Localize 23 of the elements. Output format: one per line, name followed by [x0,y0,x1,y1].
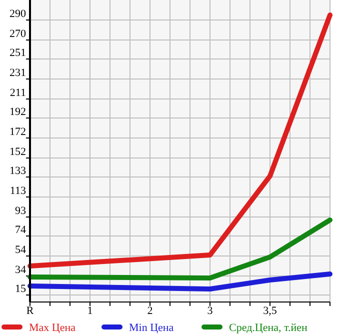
x-tick-label: 2 [147,305,153,317]
y-tick-label: 270 [10,28,26,40]
y-tick-label: 15 [15,283,26,295]
y-tick-label: 54 [15,244,26,256]
y-tick-label: 74 [15,224,26,236]
y-tick-label: 211 [10,87,26,99]
y-tick-label: 152 [10,146,26,158]
legend-label: Сред.Цена, т.йен [229,322,308,334]
legend-label: Min Цена [129,322,174,334]
y-tick-label: 231 [10,67,26,79]
y-tick-label: 290 [10,8,26,20]
y-tick-label: 133 [10,165,26,177]
legend-label: Max Цена [29,322,76,334]
x-tick-label: R [26,305,34,317]
x-tick-label: 1 [87,305,93,317]
y-tick-label: 113 [10,185,26,197]
y-tick-label: 192 [10,106,26,118]
x-tick-label: 3,5 [263,305,278,317]
y-tick-label: 93 [15,205,26,217]
y-tick-label: 172 [10,126,26,138]
x-tick-label: 3 [207,305,214,317]
y-tick-label: 34 [15,264,26,276]
y-tick-label: 251 [10,47,26,59]
